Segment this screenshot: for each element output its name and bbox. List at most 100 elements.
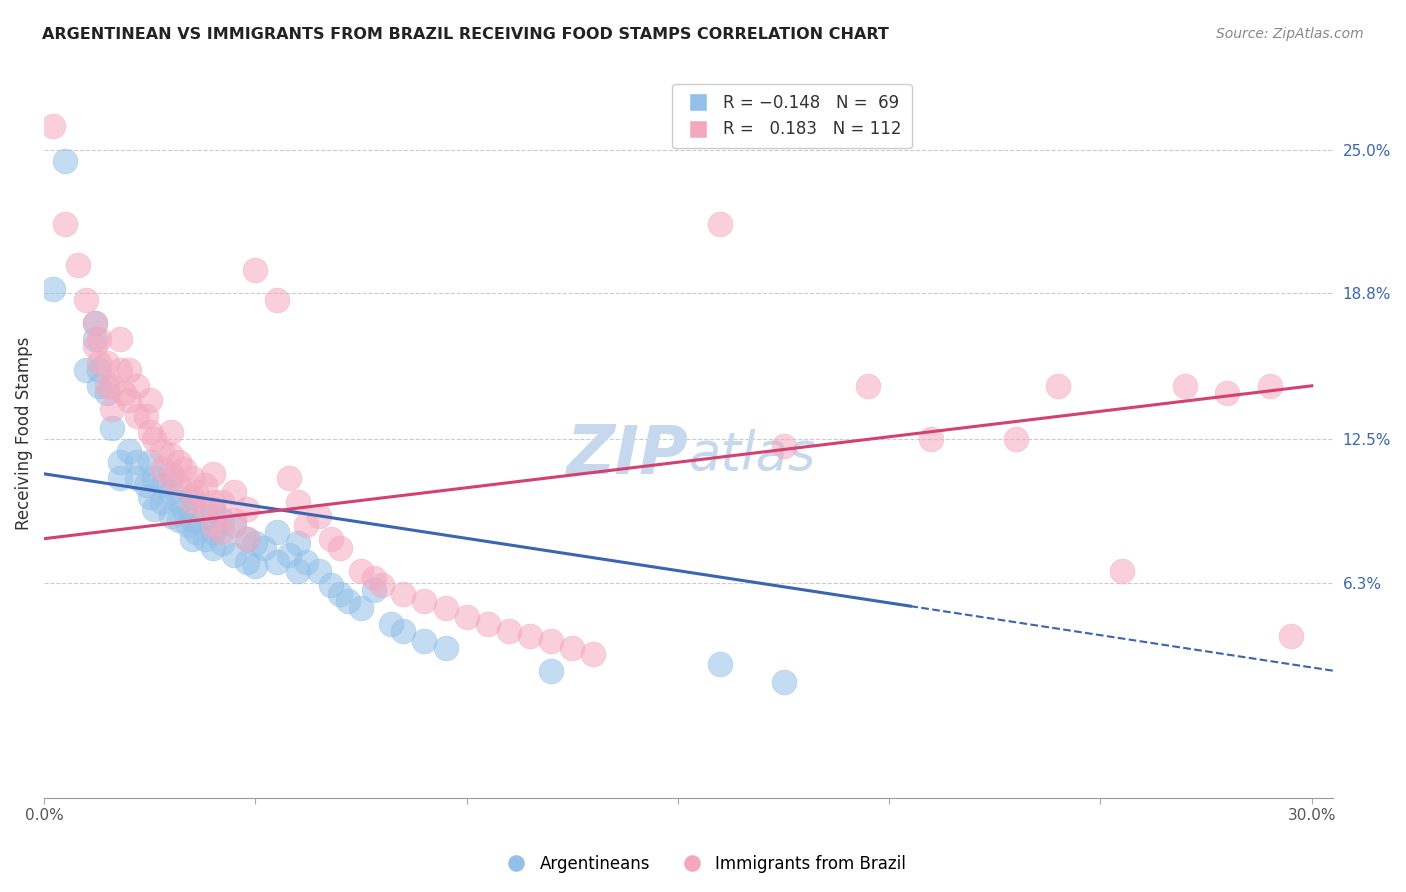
Point (329, 541, 352, 555)
Point (125, 471, 148, 485)
Point (413, 633, 436, 648)
Point (125, 455, 148, 469)
Point (139, 425, 162, 439)
Point (224, 517, 246, 532)
Point (498, 624, 520, 639)
Point (108, 333, 131, 347)
Point (87, 356, 110, 370)
Point (321, 532, 343, 546)
Point (194, 508, 217, 523)
Point (75, 293, 97, 307)
Point (295, 517, 318, 532)
Point (117, 443, 139, 458)
Text: Source: ZipAtlas.com: Source: ZipAtlas.com (1216, 27, 1364, 41)
Point (96, 356, 118, 370)
Point (202, 467, 225, 481)
Point (181, 494, 204, 508)
Point (211, 494, 233, 508)
Point (83, 316, 105, 330)
Point (278, 548, 301, 562)
Point (308, 508, 330, 523)
Point (160, 467, 183, 481)
Point (709, 217, 731, 231)
Text: ARGENTINEAN VS IMMIGRANTS FROM BRAZIL RECEIVING FOOD STAMPS CORRELATION CHART: ARGENTINEAN VS IMMIGRANTS FROM BRAZIL RE… (42, 27, 889, 42)
Point (181, 490, 204, 504)
Point (921, 432, 943, 446)
Point (1216, 385, 1239, 400)
Point (96, 379, 118, 393)
Point (143, 432, 166, 446)
Point (177, 517, 200, 532)
Point (108, 471, 131, 485)
Point (350, 601, 373, 615)
Point (1279, 629, 1302, 643)
Point (66, 259, 89, 273)
Point (1111, 564, 1133, 578)
Point (1258, 379, 1281, 393)
Point (169, 494, 191, 508)
Point (392, 587, 415, 601)
Point (139, 490, 162, 504)
Point (186, 485, 208, 500)
Point (519, 629, 541, 643)
Point (1174, 379, 1197, 393)
Point (135, 409, 157, 423)
Point (160, 485, 183, 500)
Point (211, 513, 233, 527)
Point (125, 409, 148, 423)
Point (287, 564, 309, 578)
Point (211, 524, 233, 539)
Point (278, 471, 301, 485)
Point (53, 154, 76, 169)
Point (83, 316, 105, 330)
Point (236, 532, 259, 546)
Point (363, 582, 385, 597)
Point (169, 513, 191, 527)
Point (100, 401, 122, 416)
Point (194, 532, 217, 546)
Point (295, 555, 318, 569)
Point (181, 513, 204, 527)
Point (245, 559, 267, 574)
Point (308, 564, 330, 578)
Y-axis label: Receiving Food Stamps: Receiving Food Stamps (15, 336, 32, 530)
Point (392, 624, 415, 639)
Point (202, 501, 225, 516)
Point (1047, 379, 1070, 393)
Point (108, 455, 131, 469)
Point (202, 517, 225, 532)
Point (100, 420, 122, 434)
Point (434, 640, 457, 655)
Point (856, 379, 879, 393)
Point (41, 281, 63, 295)
Point (87, 362, 110, 376)
Point (108, 362, 131, 376)
Point (83, 339, 105, 353)
Legend: R = −0.148   N =  69, R =   0.183   N = 112: R = −0.148 N = 69, R = 0.183 N = 112 (672, 84, 911, 148)
Text: atlas: atlas (689, 429, 815, 481)
Point (173, 462, 195, 476)
Point (380, 617, 402, 632)
Legend: Argentineans, Immigrants from Brazil: Argentineans, Immigrants from Brazil (494, 848, 912, 880)
Point (413, 594, 436, 608)
Point (152, 478, 174, 492)
Point (287, 536, 309, 550)
Point (350, 564, 373, 578)
Point (245, 536, 267, 550)
Point (772, 439, 794, 453)
Point (540, 664, 562, 678)
Point (96, 385, 118, 400)
Point (253, 541, 276, 555)
Point (169, 478, 191, 492)
Point (329, 587, 352, 601)
Point (582, 648, 605, 662)
Point (236, 555, 259, 569)
Point (224, 548, 246, 562)
Point (202, 524, 225, 539)
Point (143, 501, 166, 516)
Point (181, 471, 204, 485)
Point (117, 362, 139, 376)
Point (477, 617, 499, 632)
Point (236, 501, 259, 516)
Point (75, 362, 97, 376)
